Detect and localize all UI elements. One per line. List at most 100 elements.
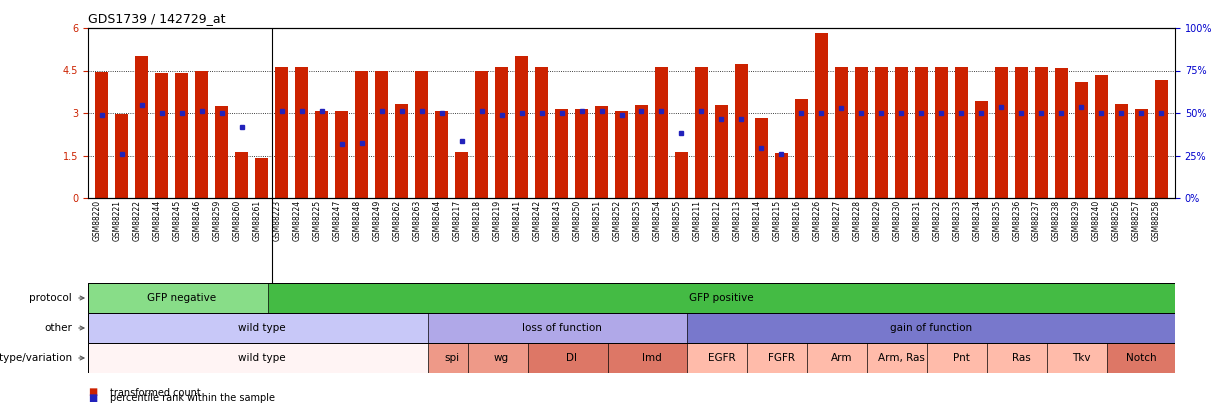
Text: GSM88250: GSM88250: [573, 200, 582, 241]
Bar: [455, 152, 469, 198]
Bar: [1034, 67, 1048, 198]
Bar: [428, 313, 696, 343]
Text: GSM88247: GSM88247: [333, 200, 342, 241]
Bar: [375, 70, 388, 198]
Bar: [715, 105, 728, 198]
Bar: [436, 111, 448, 198]
Text: GSM88258: GSM88258: [1152, 200, 1161, 241]
Bar: [775, 153, 788, 198]
Text: GSM88249: GSM88249: [373, 200, 382, 241]
Bar: [747, 343, 815, 373]
Bar: [1055, 68, 1067, 198]
Bar: [607, 343, 696, 373]
Text: GFP positive: GFP positive: [690, 293, 753, 303]
Bar: [255, 158, 269, 198]
Text: GSM88212: GSM88212: [713, 200, 721, 241]
Text: wild type: wild type: [238, 323, 286, 333]
Bar: [575, 109, 588, 198]
Text: GSM88262: GSM88262: [393, 200, 401, 241]
Text: GSM88260: GSM88260: [233, 200, 242, 241]
Text: GSM88215: GSM88215: [772, 200, 782, 241]
Bar: [356, 70, 368, 198]
Text: Ras: Ras: [1012, 353, 1031, 363]
Text: Pnt: Pnt: [952, 353, 969, 363]
Bar: [195, 70, 209, 198]
Text: GSM88211: GSM88211: [692, 200, 702, 241]
Text: GSM88261: GSM88261: [253, 200, 261, 241]
Text: GSM88220: GSM88220: [93, 200, 102, 241]
Bar: [1094, 75, 1108, 198]
Bar: [315, 111, 329, 198]
Text: GSM88227: GSM88227: [832, 200, 842, 241]
Bar: [1107, 343, 1175, 373]
Bar: [834, 67, 848, 198]
Bar: [415, 70, 428, 198]
Bar: [735, 64, 748, 198]
Text: GSM88224: GSM88224: [293, 200, 302, 241]
Bar: [636, 104, 648, 198]
Bar: [855, 67, 867, 198]
Bar: [1075, 82, 1087, 198]
Text: GSM88238: GSM88238: [1052, 200, 1061, 241]
Text: GSM88245: GSM88245: [173, 200, 182, 241]
Text: Dl: Dl: [566, 353, 577, 363]
Text: GSM88259: GSM88259: [212, 200, 222, 241]
Text: GSM88222: GSM88222: [133, 200, 142, 241]
Bar: [96, 72, 108, 198]
Text: percentile rank within the sample: percentile rank within the sample: [110, 393, 275, 403]
Text: GSM88225: GSM88225: [313, 200, 321, 241]
Text: GSM88229: GSM88229: [872, 200, 881, 241]
Text: GSM88240: GSM88240: [1092, 200, 1101, 241]
Bar: [687, 313, 1175, 343]
Text: GSM88216: GSM88216: [793, 200, 801, 241]
Bar: [867, 343, 935, 373]
Text: wild type: wild type: [238, 353, 286, 363]
Bar: [88, 343, 436, 373]
Bar: [1155, 79, 1168, 198]
Text: Imd: Imd: [642, 353, 661, 363]
Bar: [156, 73, 168, 198]
Bar: [1114, 104, 1128, 198]
Text: GSM88213: GSM88213: [733, 200, 741, 241]
Text: GSM88217: GSM88217: [453, 200, 461, 241]
Bar: [595, 106, 609, 198]
Text: GSM88255: GSM88255: [672, 200, 681, 241]
Bar: [974, 101, 988, 198]
Bar: [807, 343, 875, 373]
Text: EGFR: EGFR: [708, 353, 735, 363]
Text: Tkv: Tkv: [1072, 353, 1091, 363]
Bar: [496, 67, 508, 198]
Text: GSM88226: GSM88226: [812, 200, 821, 241]
Text: GSM88254: GSM88254: [653, 200, 661, 241]
Text: GSM88246: GSM88246: [193, 200, 202, 241]
Text: Notch: Notch: [1125, 353, 1156, 363]
Text: GSM88242: GSM88242: [533, 200, 541, 241]
Text: GSM88232: GSM88232: [933, 200, 941, 241]
Bar: [615, 111, 628, 198]
Text: gain of function: gain of function: [890, 323, 972, 333]
Bar: [528, 343, 616, 373]
Bar: [88, 283, 276, 313]
Text: GSM88231: GSM88231: [912, 200, 921, 241]
Bar: [515, 56, 528, 198]
Text: GSM88239: GSM88239: [1072, 200, 1081, 241]
Text: GSM88241: GSM88241: [513, 200, 521, 241]
Bar: [894, 67, 908, 198]
Bar: [475, 71, 488, 198]
Bar: [795, 99, 807, 198]
Bar: [395, 104, 409, 198]
Text: GSM88233: GSM88233: [952, 200, 961, 241]
Bar: [955, 67, 968, 198]
Text: GSM88253: GSM88253: [632, 200, 642, 241]
Bar: [655, 67, 667, 198]
Text: GSM88218: GSM88218: [472, 200, 482, 241]
Bar: [1135, 109, 1147, 198]
Text: other: other: [44, 323, 72, 333]
Bar: [935, 67, 947, 198]
Text: loss of function: loss of function: [521, 323, 601, 333]
Text: FGFR: FGFR: [768, 353, 795, 363]
Bar: [135, 56, 148, 198]
Text: GSM88248: GSM88248: [352, 200, 362, 241]
Bar: [88, 313, 436, 343]
Text: GSM88237: GSM88237: [1032, 200, 1042, 241]
